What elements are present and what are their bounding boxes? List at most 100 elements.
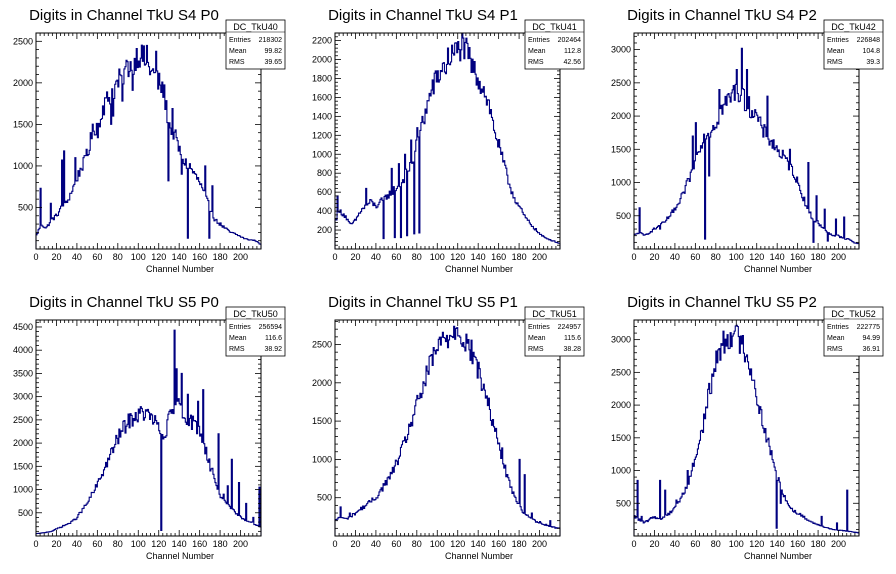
stats-value: 116.6	[265, 335, 282, 342]
x-tick-label: 180	[811, 539, 826, 549]
histogram-pad-s4-p1: Digits in Channel TkU S4 P1 0 20 40 60 80 100 1…	[299, 0, 597, 287]
y-tick-label: 1500	[13, 119, 33, 129]
x-tick-label: 0	[332, 539, 337, 549]
x-tick-label: 120	[450, 539, 465, 549]
histogram-line	[35, 44, 262, 249]
stats-name: DC_TkU52	[831, 309, 876, 319]
x-axis-label: Channel Number	[445, 551, 513, 561]
histogram-svg: Digits in Channel TkU S5 P0 0 20 40 60 80 100 1…	[13, 294, 286, 561]
histogram-svg: Digits in Channel TkU S4 P1 0 20 40 60 80 100 1…	[312, 7, 585, 274]
histogram-line	[633, 47, 860, 249]
stats-key: RMS	[229, 59, 245, 66]
stats-value: 39.3	[866, 59, 880, 66]
stats-key: RMS	[229, 346, 245, 353]
y-tick-label: 1000	[312, 454, 332, 464]
x-tick-label: 200	[532, 252, 547, 262]
y-tick-label: 2000	[13, 78, 33, 88]
x-tick-label: 60	[92, 539, 102, 549]
stats-value: 36.91	[862, 346, 880, 353]
x-tick-label: 80	[113, 539, 123, 549]
x-tick-label: 100	[131, 252, 146, 262]
histogram-pad-s4-p0: Digits in Channel TkU S4 P0 0 20 40 60 80 100 1…	[0, 0, 298, 287]
chart-title: Digits in Channel TkU S4 P1	[328, 7, 518, 24]
histogram-line	[334, 33, 561, 249]
x-axis-label: Channel Number	[744, 264, 812, 274]
stats-box	[823, 19, 884, 70]
x-tick-label: 200	[233, 539, 248, 549]
stats-value: 224957	[558, 324, 581, 331]
y-tick-label: 1000	[312, 149, 332, 159]
x-tick-label: 120	[749, 252, 764, 262]
x-tick-label: 0	[33, 252, 38, 262]
x-tick-label: 20	[350, 539, 360, 549]
stats-value: 104.8	[862, 48, 880, 55]
y-tick-label: 1400	[312, 111, 332, 121]
y-tick-label: 800	[317, 168, 332, 178]
histogram-svg: Digits in Channel TkU S4 P0 0 20 40 60 80 100 1…	[13, 7, 286, 274]
y-tick-label: 2000	[312, 378, 332, 388]
x-tick-label: 40	[670, 539, 680, 549]
stats-value: 99.82	[264, 48, 282, 55]
plot-frame	[633, 319, 860, 537]
y-tick-label: 1500	[611, 433, 631, 443]
x-tick-label: 80	[711, 539, 721, 549]
x-axis-label: Channel Number	[445, 264, 513, 274]
x-tick-label: 40	[72, 252, 82, 262]
stats-key: Mean	[528, 335, 546, 342]
x-tick-label: 20	[51, 252, 61, 262]
stats-key: Entries	[229, 324, 251, 331]
histogram-svg: Digits in Channel TkU S4 P2 0 20 40 60 80 100 1…	[611, 7, 884, 274]
x-tick-label: 40	[670, 252, 680, 262]
x-tick-label: 0	[33, 539, 38, 549]
x-tick-label: 60	[391, 539, 401, 549]
stats-key: RMS	[827, 59, 843, 66]
histogram-pad-s5-p2: Digits in Channel TkU S5 P2 0 20 40 60 80 100 1…	[598, 287, 896, 574]
stats-name: DC_TkU40	[233, 22, 278, 32]
x-tick-label: 20	[649, 252, 659, 262]
x-tick-label: 160	[192, 252, 207, 262]
x-tick-label: 160	[790, 252, 805, 262]
stats-key: Entries	[827, 324, 849, 331]
y-tick-label: 1000	[611, 178, 631, 188]
x-tick-label: 120	[151, 539, 166, 549]
stats-value: 226848	[857, 37, 880, 44]
plot-frame	[35, 319, 262, 537]
x-tick-label: 140	[471, 539, 486, 549]
stats-value: 115.6	[564, 335, 581, 342]
stats-value: 256594	[259, 324, 282, 331]
x-tick-label: 200	[532, 539, 547, 549]
x-tick-label: 0	[631, 252, 636, 262]
y-tick-label: 1600	[312, 92, 332, 102]
stats-key: Entries	[229, 37, 251, 44]
x-tick-label: 20	[649, 539, 659, 549]
y-tick-label: 3000	[611, 45, 631, 55]
stats-key: Entries	[827, 37, 849, 44]
x-tick-label: 140	[172, 539, 187, 549]
x-tick-label: 140	[172, 252, 187, 262]
histogram-pad-s5-p1: Digits in Channel TkU S5 P1 0 20 40 60 80 100 1…	[299, 287, 597, 574]
y-tick-label: 2200	[312, 36, 332, 46]
y-tick-label: 500	[616, 498, 631, 508]
y-tick-label: 500	[616, 211, 631, 221]
x-tick-label: 20	[350, 252, 360, 262]
y-tick-label: 3000	[611, 335, 631, 345]
y-tick-label: 1500	[312, 416, 332, 426]
stats-value: 112.8	[564, 48, 581, 55]
x-tick-label: 60	[92, 252, 102, 262]
stats-name: DC_TkU51	[532, 309, 577, 319]
stats-key: Entries	[528, 37, 550, 44]
y-tick-label: 2500	[312, 340, 332, 350]
x-tick-label: 180	[811, 252, 826, 262]
x-tick-label: 140	[471, 252, 486, 262]
y-tick-label: 1500	[611, 144, 631, 154]
x-axis-label: Channel Number	[146, 551, 214, 561]
y-tick-label: 2500	[611, 367, 631, 377]
y-tick-label: 2000	[312, 55, 332, 65]
y-tick-label: 1000	[13, 161, 33, 171]
stats-key: Mean	[827, 335, 845, 342]
plot-frame	[633, 32, 860, 250]
x-tick-label: 120	[749, 539, 764, 549]
stats-key: Mean	[827, 48, 845, 55]
y-tick-label: 2500	[611, 78, 631, 88]
